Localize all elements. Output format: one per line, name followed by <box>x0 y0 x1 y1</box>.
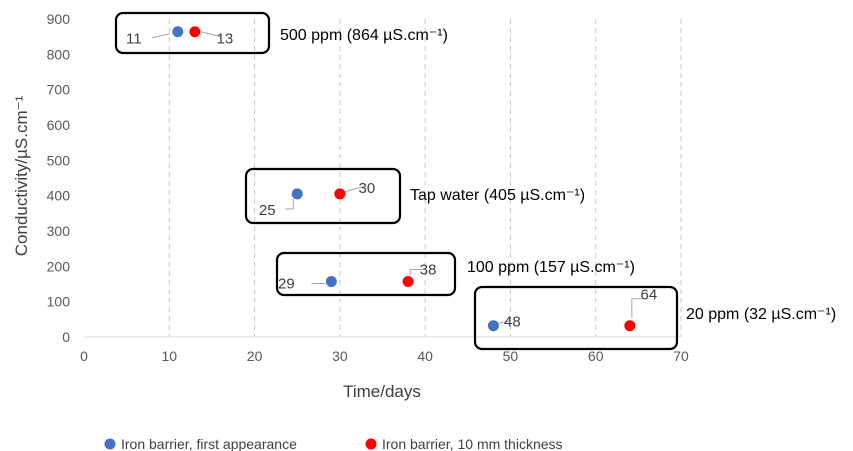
annotations: 500 ppm (864 µS.cm⁻¹) Tap water (405 µS.c… <box>280 27 836 323</box>
data-point-thickness-10mm <box>189 26 201 38</box>
data-label: 48 <box>504 314 521 331</box>
x-tick-label: 30 <box>332 348 348 364</box>
y-tick-label: 0 <box>62 329 70 345</box>
y-tick-label: 200 <box>47 258 71 274</box>
x-tick-label: 70 <box>673 348 689 364</box>
label-leader-line <box>409 269 423 276</box>
group-box <box>275 251 457 297</box>
legend-label: Iron barrier, first appearance <box>121 436 297 451</box>
legend-marker <box>104 438 116 450</box>
y-tick-label: 900 <box>47 11 71 27</box>
x-tick-label: 0 <box>80 348 88 364</box>
data-point-thickness-10mm <box>402 276 414 288</box>
group-annotation: 100 ppm (157 µS.cm⁻¹) <box>467 259 635 276</box>
data-label: 38 <box>420 262 437 279</box>
data-labels: 11 25 29 48 13 30 38 64 <box>126 31 657 331</box>
y-tick-label: 700 <box>47 82 71 98</box>
data-point-first-appearance <box>172 26 184 38</box>
x-tick-label: 50 <box>503 348 519 364</box>
legend: Iron barrier, first appearance Iron barri… <box>104 436 563 451</box>
x-tick-label: 20 <box>247 348 263 364</box>
y-tick-label: 800 <box>47 46 71 62</box>
group-annotation: Tap water (405 µS.cm⁻¹) <box>410 187 585 204</box>
data-label: 11 <box>126 31 142 48</box>
y-tick-label: 600 <box>47 117 71 133</box>
x-tick-labels: 0 10 20 30 40 50 60 70 <box>80 348 689 364</box>
data-point-first-appearance <box>325 276 337 288</box>
label-leader-line <box>285 198 294 210</box>
y-axis-title: Conductivity/µS.cm⁻¹ <box>12 95 31 256</box>
label-leader-line <box>200 31 221 38</box>
y-tick-label: 300 <box>47 223 71 239</box>
group-boxes <box>114 11 679 351</box>
y-tick-label: 400 <box>47 188 71 204</box>
group-annotation: 20 ppm (32 µS.cm⁻¹) <box>686 306 836 323</box>
data-label: 64 <box>640 287 657 304</box>
label-leader-line <box>344 186 362 193</box>
y-tick-labels: 0 100 200 300 400 500 600 700 800 900 <box>47 11 71 345</box>
x-tick-label: 40 <box>417 348 433 364</box>
data-point-thickness-10mm <box>334 188 346 200</box>
data-point-first-appearance <box>291 188 303 200</box>
data-label: 25 <box>259 202 276 219</box>
y-tick-label: 500 <box>47 152 71 168</box>
data-label: 30 <box>359 180 376 197</box>
data-label: 13 <box>217 31 234 48</box>
group-box <box>244 167 402 225</box>
label-leader-line <box>631 298 644 318</box>
legend-label: Iron barrier, 10 mm thickness <box>382 436 563 451</box>
label-leader-line <box>496 320 511 325</box>
legend-marker <box>365 438 377 450</box>
label-leaders <box>151 31 644 325</box>
data-point-thickness-10mm <box>624 320 636 332</box>
data-label: 29 <box>278 276 295 293</box>
x-tick-label: 60 <box>588 348 604 364</box>
grid-lines <box>168 19 682 337</box>
group-annotation: 500 ppm (864 µS.cm⁻¹) <box>280 27 448 44</box>
y-tick-label: 100 <box>47 294 71 310</box>
data-points <box>172 26 636 332</box>
label-leader-line <box>151 33 170 39</box>
group-box <box>473 285 679 351</box>
x-axis-title: Time/days <box>343 382 421 401</box>
x-tick-label: 10 <box>161 348 177 364</box>
data-point-first-appearance <box>487 320 499 332</box>
group-box <box>114 11 271 55</box>
